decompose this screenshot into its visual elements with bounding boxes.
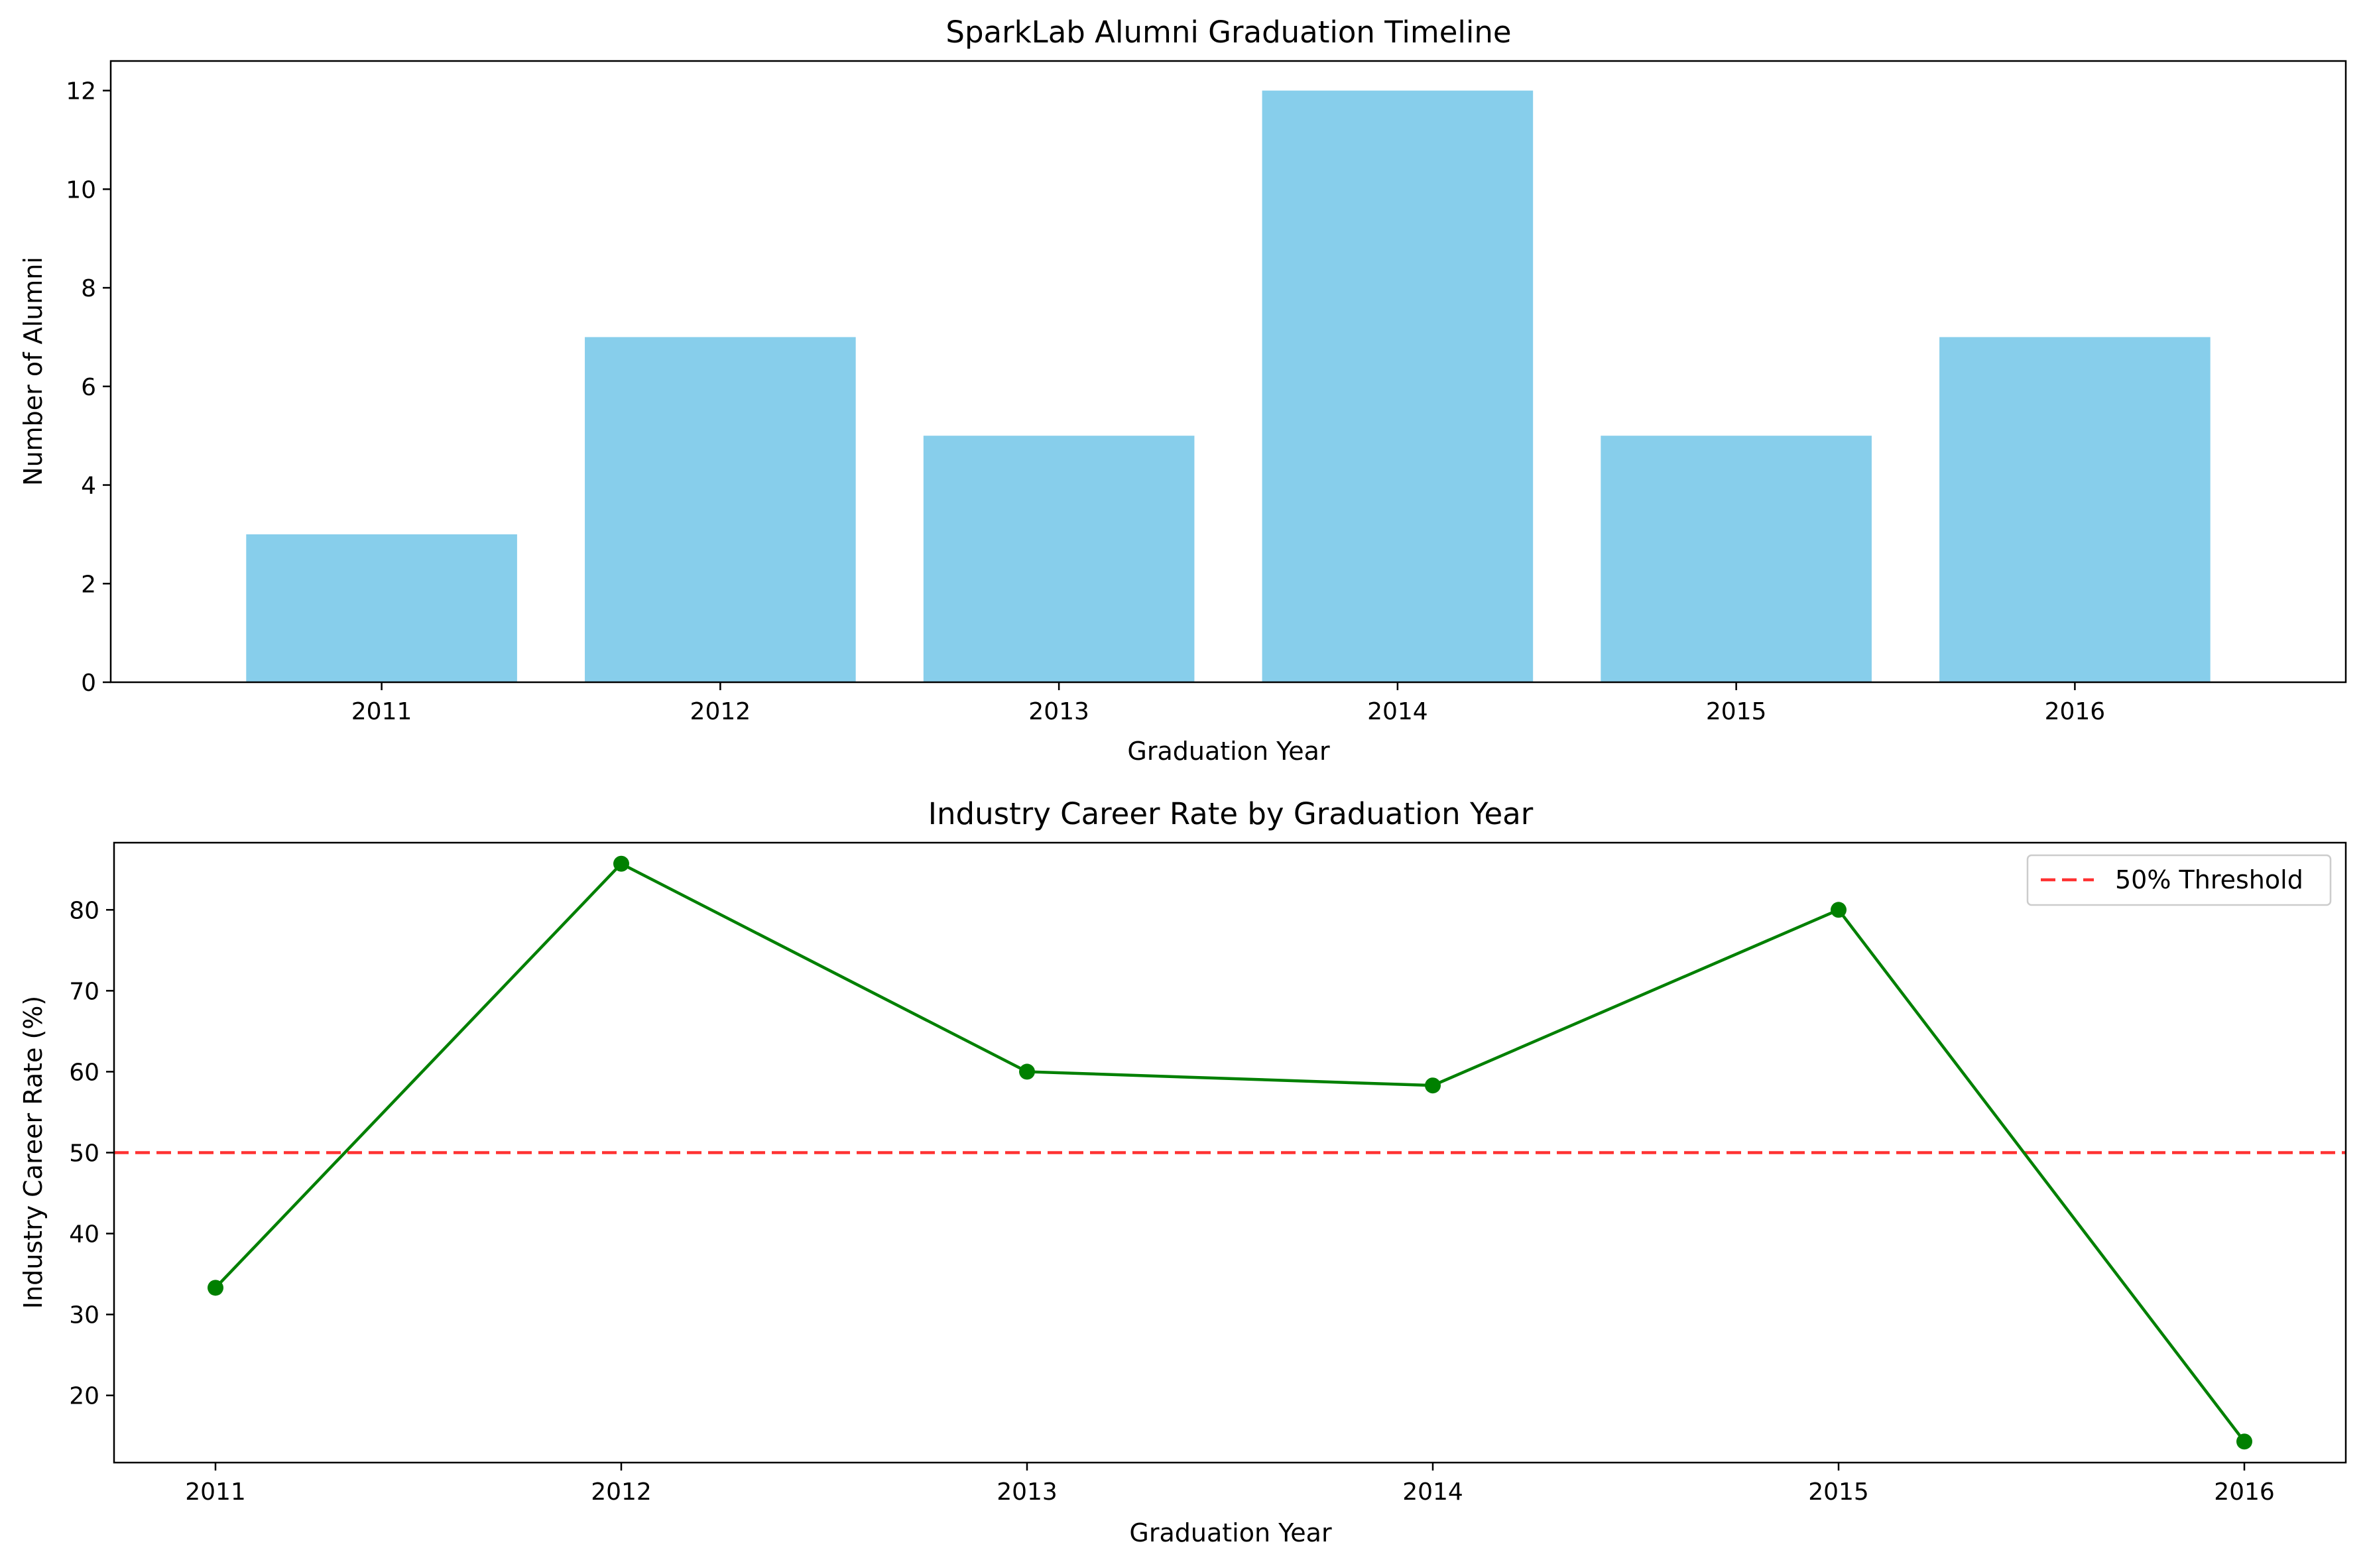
line-points	[208, 855, 2252, 1450]
line-x-tick-label: 2012	[591, 1478, 652, 1506]
line-x-tick-label: 2013	[997, 1478, 1058, 1506]
bar-2015	[1601, 436, 1872, 682]
line-x-tick-label: 2015	[1808, 1478, 1869, 1506]
line-x-axis-label: Graduation Year	[1129, 1518, 1332, 1547]
line-point-2012	[613, 855, 629, 872]
legend-threshold-label: 50% Threshold	[2115, 865, 2303, 894]
bar-x-tick-label: 2016	[2045, 698, 2106, 725]
bar-x-tick-label: 2012	[690, 698, 751, 725]
line-point-2015	[1831, 902, 1847, 918]
line-point-2014	[1425, 1077, 1441, 1094]
line-point-2011	[208, 1280, 223, 1296]
line-x-tick-label: 2016	[2214, 1478, 2275, 1506]
line-plot-frame	[113, 841, 2347, 1464]
line-chart: Industry Career Rate by Graduation Year …	[19, 796, 2347, 1547]
bar-y-tick-label: 2	[81, 571, 96, 598]
line-y-tick-label: 70	[69, 978, 99, 1005]
line-y-tick-label: 40	[69, 1221, 99, 1248]
bar-chart-title: SparkLab Alumni Graduation Timeline	[945, 15, 1511, 50]
bar-x-axis-label: Graduation Year	[1127, 737, 1330, 766]
bar-series	[246, 90, 2211, 683]
bar-2013	[923, 436, 1195, 682]
line-y-axis: 20 30 40 50 60 70 80	[69, 897, 114, 1410]
line-y-tick-label: 30	[69, 1302, 99, 1329]
series-line	[214, 861, 2246, 1443]
bar-x-axis: 2011 2012 2013 2014 2015 2016	[351, 682, 2105, 725]
bar-y-tick-label: 6	[81, 374, 96, 401]
legend-box	[2026, 854, 2332, 906]
bar-y-axis-label: Number of Alumni	[19, 257, 48, 486]
line-x-tick-label: 2011	[185, 1478, 246, 1506]
line-y-tick-label: 20	[69, 1383, 99, 1410]
bar-2016	[1939, 337, 2211, 682]
bar-y-tick-label: 12	[66, 78, 96, 105]
line-x-tick-label: 2014	[1402, 1478, 1463, 1506]
bar-2011	[246, 534, 517, 682]
bar-x-tick-label: 2015	[1706, 698, 1767, 725]
bar-y-tick-label: 8	[81, 275, 96, 302]
bar-2012	[585, 337, 856, 682]
line-point-2016	[2236, 1433, 2252, 1450]
legend: 50% Threshold	[2026, 854, 2332, 906]
bar-x-tick-label: 2014	[1367, 698, 1428, 725]
bar-y-axis: 0 2 4 6 8 10 12	[66, 78, 111, 697]
bar-chart: SparkLab Alumni Graduation Timeline 0 2 4 6…	[19, 15, 2347, 766]
bar-plot-frame	[109, 60, 2347, 684]
bar-x-tick-label: 2013	[1028, 698, 1089, 725]
line-point-2013	[1019, 1063, 1035, 1080]
bar-x-tick-label: 2011	[351, 698, 412, 725]
line-y-tick-label: 80	[69, 897, 99, 924]
bar-y-tick-label: 0	[81, 670, 96, 697]
bar-y-tick-label: 10	[66, 176, 96, 204]
line-chart-title: Industry Career Rate by Graduation Year	[928, 796, 1534, 831]
bar-2014	[1262, 90, 1534, 683]
line-y-axis-label: Industry Career Rate (%)	[19, 996, 48, 1309]
line-y-tick-label: 50	[69, 1140, 99, 1168]
line-y-tick-label: 60	[69, 1059, 99, 1086]
line-x-axis: 2011 2012 2013 2014 2015 2016	[185, 1463, 2275, 1506]
bar-y-tick-label: 4	[81, 473, 96, 500]
